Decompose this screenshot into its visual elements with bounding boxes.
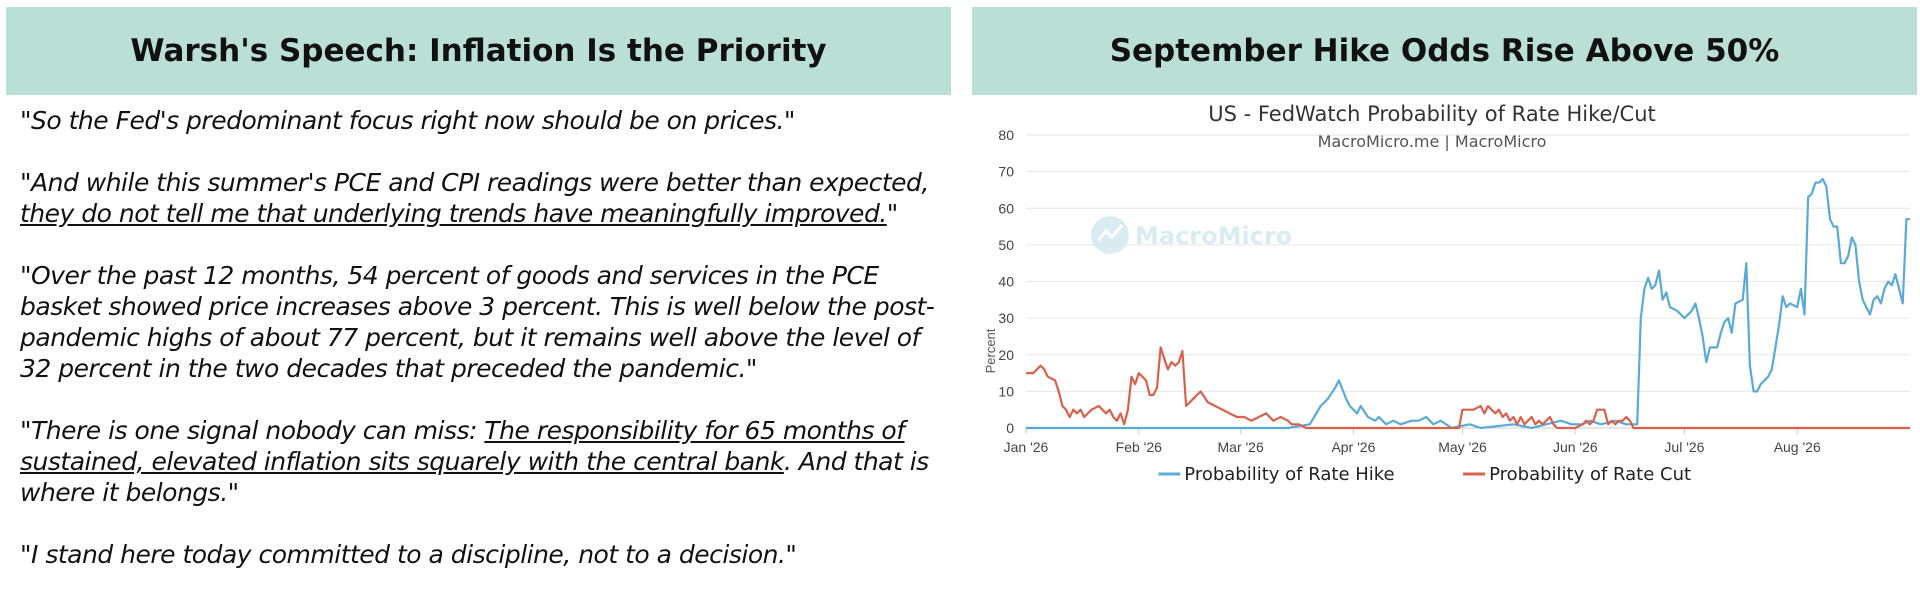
y-tick-label: 10	[998, 383, 1014, 399]
y-axis-ticks: 0 10 20 30 40 50 60 70 80	[998, 127, 1014, 436]
chart-title: US - FedWatch Probability of Rate Hike/C…	[1208, 102, 1656, 126]
grid-lines	[1026, 134, 1910, 429]
quote-underlined-text: they do not tell me that underlying tren…	[20, 199, 887, 228]
y-tick-label: 70	[998, 164, 1014, 180]
probability-of-rate-hike-line	[1026, 177, 1910, 430]
quote-text: "And while this summer's PCE and CPI rea…	[20, 168, 929, 197]
series-lines	[1026, 177, 1910, 430]
quote-text: "So the Fed's predominant focus right no…	[20, 106, 795, 135]
quote-underlined-text: The responsibility for 65 months of sust…	[20, 416, 905, 476]
y-tick-label: 30	[998, 310, 1014, 326]
x-tick-label: Aug '26	[1774, 439, 1821, 455]
legend-label: Probability of Rate Cut	[1489, 464, 1691, 485]
quote-list: "So the Fed's predominant focus right no…	[20, 105, 945, 601]
quote-text: . And that is where it belongs."	[20, 447, 929, 507]
right-panel: September Hike Odds Rise Above 50% US - …	[970, 0, 1920, 609]
x-tick-label: Jan '26	[1004, 439, 1049, 455]
x-tick-label: Apr '26	[1331, 439, 1375, 455]
legend-item[interactable]: Probability of Rate Cut	[1463, 464, 1691, 485]
x-tick-label: Jun '26	[1553, 439, 1598, 455]
legend-label: Probability of Rate Hike	[1184, 464, 1394, 485]
y-tick-label: 50	[998, 237, 1014, 253]
watermark: MacroMicro	[1091, 216, 1292, 254]
y-tick-label: 0	[1006, 420, 1014, 436]
quote-text: "I stand here today committed to a disci…	[20, 540, 797, 569]
y-tick-label: 80	[998, 127, 1014, 143]
left-panel-title: Warsh's Speech: Inflation Is the Priorit…	[6, 7, 951, 95]
chart-subtitle: MacroMicro.me | MacroMicro	[1318, 132, 1547, 151]
left-panel: Warsh's Speech: Inflation Is the Priorit…	[0, 0, 955, 609]
y-tick-label: 60	[998, 200, 1014, 216]
quote-3: "Over the past 12 months, 54 percent of …	[20, 260, 945, 384]
x-tick-label: Feb '26	[1116, 439, 1162, 455]
quote-2: "And while this summer's PCE and CPI rea…	[20, 167, 945, 229]
legend-item[interactable]: Probability of Rate Hike	[1158, 464, 1395, 485]
x-axis-ticks: Jan '26 Feb '26 Mar '26 Apr '26 May '26 Jun '…	[1004, 428, 1821, 455]
watermark-chart-icon	[1096, 224, 1124, 242]
quote-1: "So the Fed's predominant focus right no…	[20, 105, 945, 136]
quote-4: "There is one signal nobody can miss: Th…	[20, 415, 945, 508]
x-tick-label: May '26	[1438, 439, 1487, 455]
watermark-text: MacroMicro	[1135, 222, 1292, 250]
quote-5: "I stand here today committed to a disci…	[20, 539, 945, 570]
fedwatch-chart: US - FedWatch Probability of Rate Hike/C…	[983, 102, 1910, 485]
x-tick-label: Jul '26	[1664, 439, 1704, 455]
y-tick-label: 20	[998, 347, 1014, 363]
right-panel-title: September Hike Odds Rise Above 50%	[972, 7, 1917, 95]
y-tick-label: 40	[998, 274, 1014, 290]
y-axis-label: Percent	[983, 328, 998, 373]
x-tick-label: Mar '26	[1218, 439, 1264, 455]
quote-text: "	[886, 199, 899, 228]
legend[interactable]: Probability of Rate Hike Probability of R…	[1158, 464, 1691, 485]
quote-text: "Over the past 12 months, 54 percent of …	[20, 261, 935, 383]
probability-of-rate-cut-line	[1026, 346, 1910, 430]
quote-text: "There is one signal nobody can miss:	[20, 416, 485, 445]
